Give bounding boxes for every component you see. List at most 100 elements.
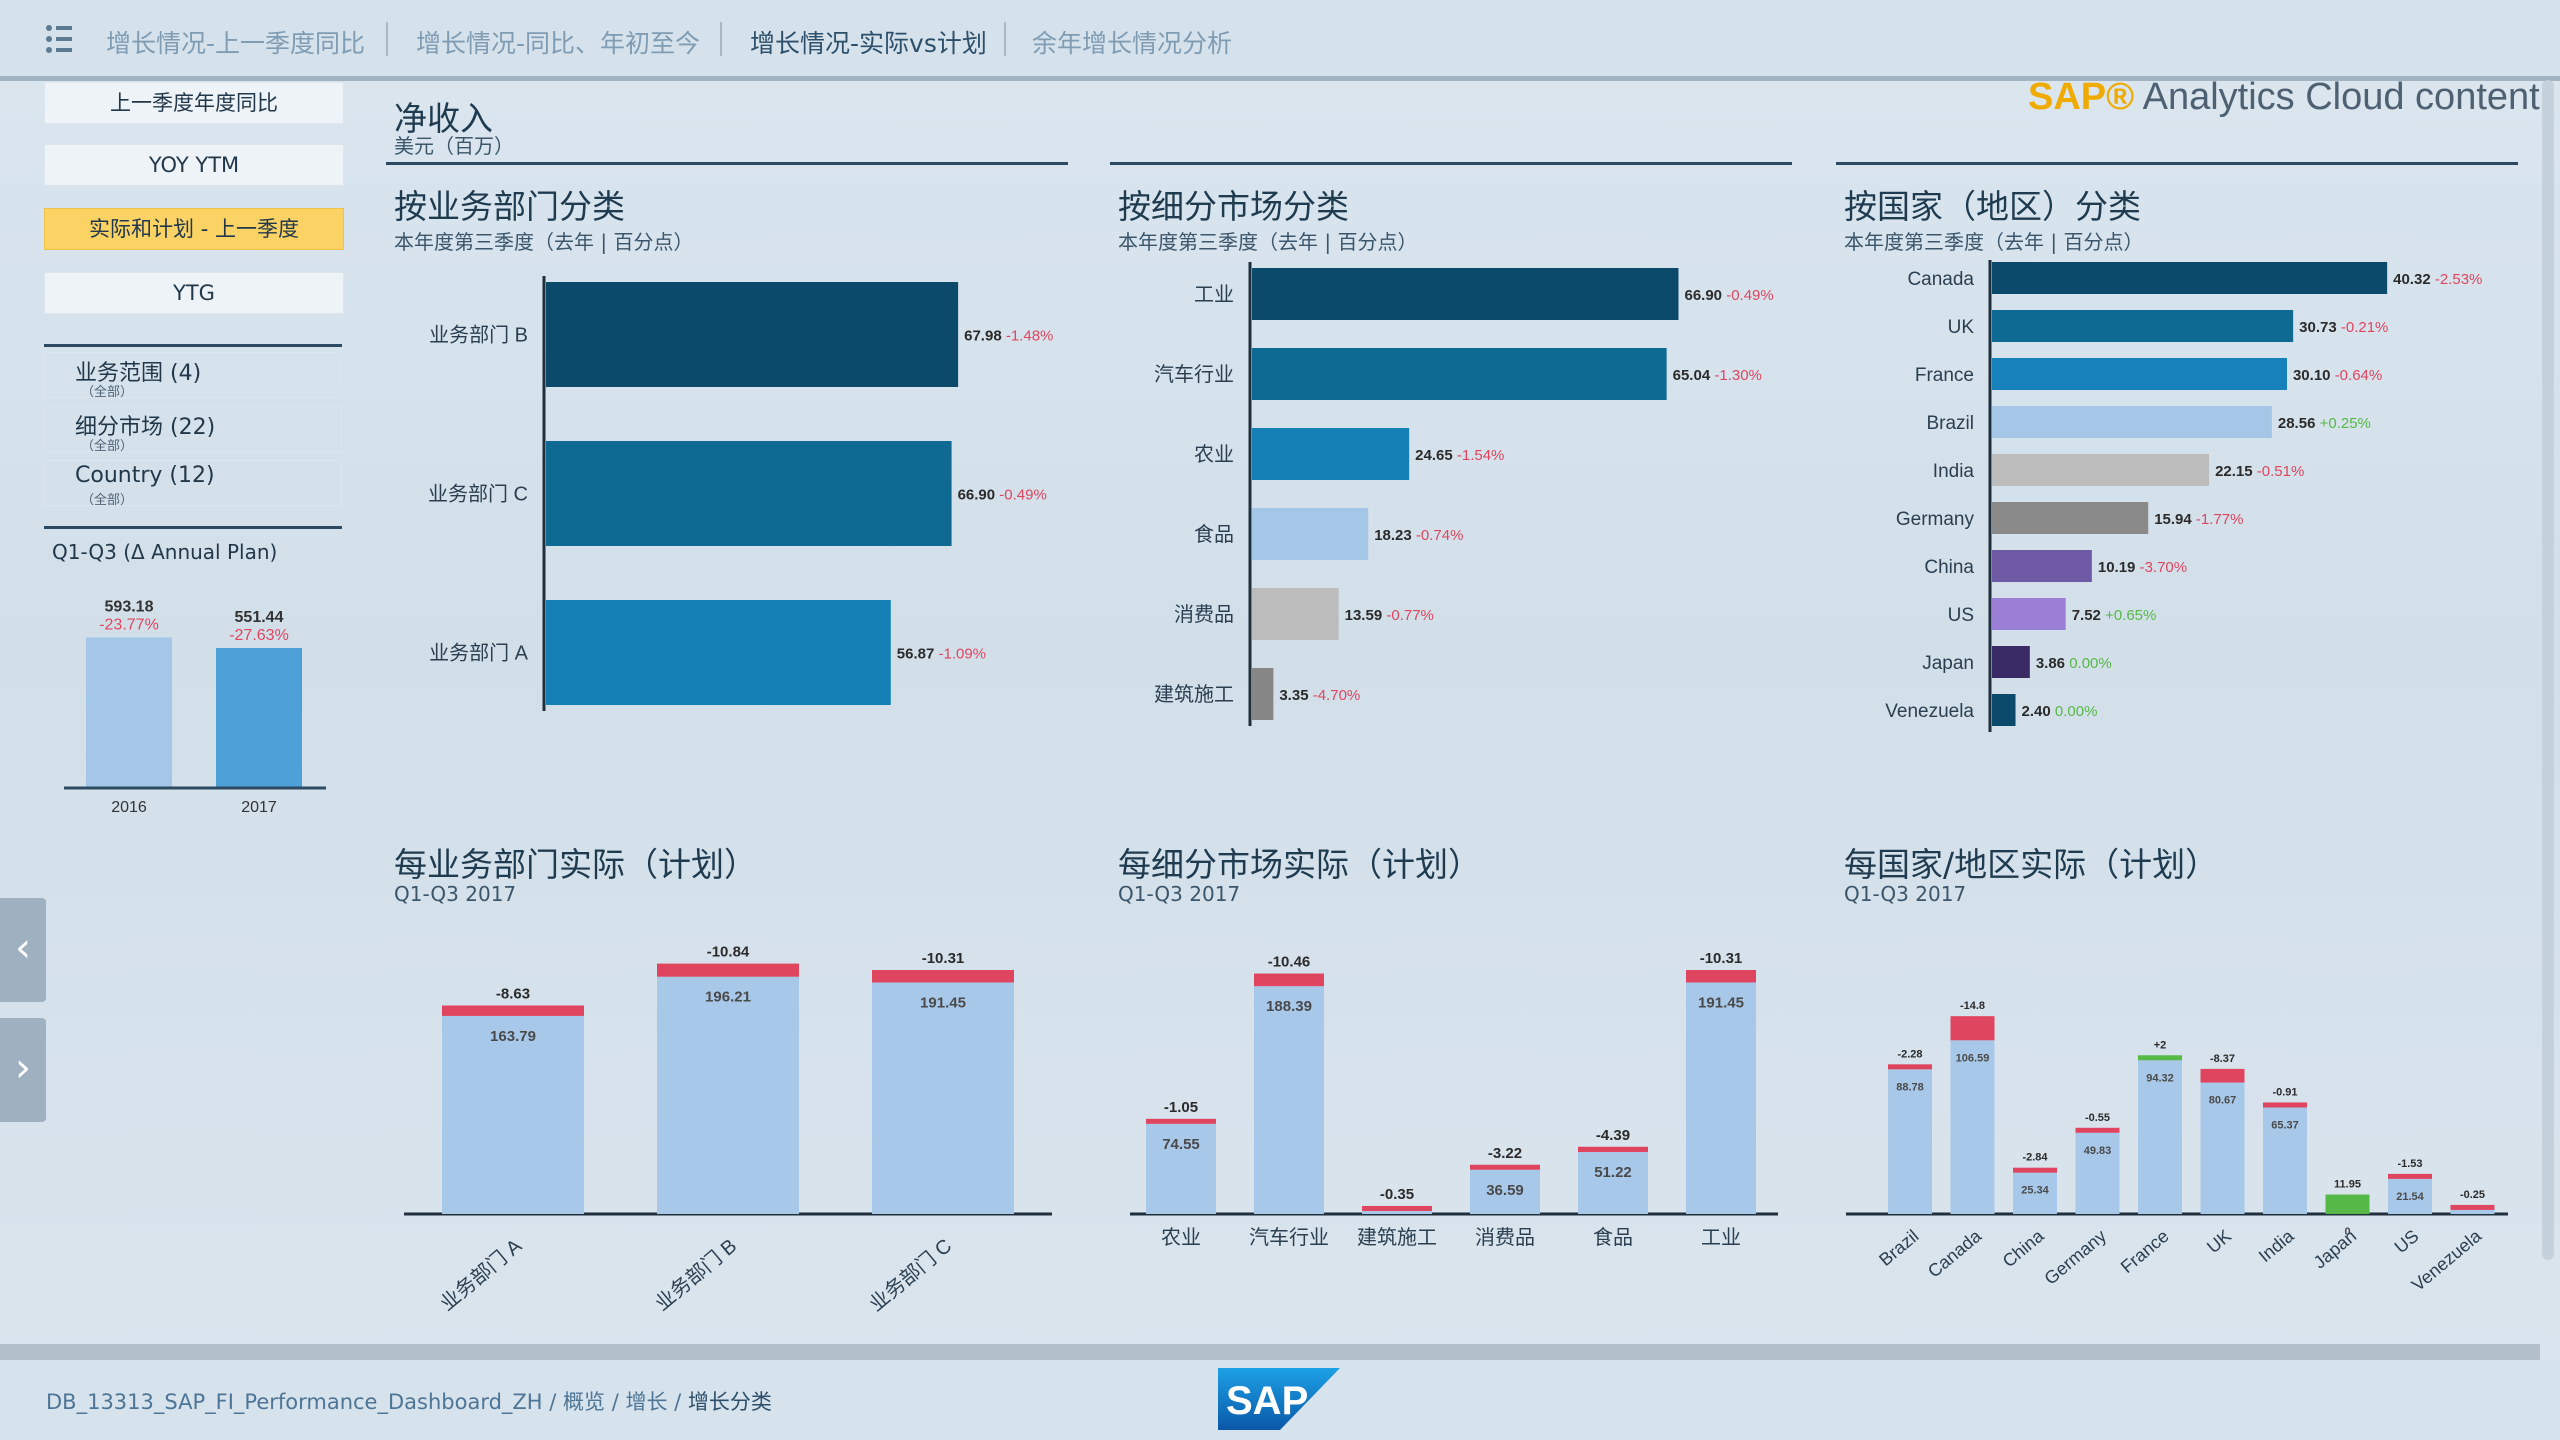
filter-segment[interactable]: 细分市场 (22) （全部）: [44, 406, 342, 454]
v-delta-bar: [2075, 1127, 2120, 1133]
v-value-label: 25.34: [2021, 1185, 2049, 1197]
chart-bu-actual-plan: -8.63 163.79 业务部门 A -10.84 196.21 业务部门 B -10.3…: [404, 944, 1052, 1316]
tab-growth-quarter[interactable]: 增长情况-上一季度同比: [106, 29, 366, 58]
v-value-label: 88.78: [1896, 1081, 1924, 1093]
v-delta-label: -10.46: [1268, 954, 1311, 971]
h-value-label: 15.94 -1.77%: [2154, 511, 2243, 528]
h-value-label: 40.32 -2.53%: [2393, 271, 2482, 288]
v-bar: [1254, 986, 1324, 1214]
h-category-label: Brazil: [1926, 413, 1974, 434]
chart-by-business: 业务部门 B 67.98 -1.48% 业务部门 C 66.90 -0.49% 业务部门…: [428, 276, 1053, 711]
v-delta-bar: [1686, 970, 1756, 983]
chart-subtitle-country: 本年度第三季度（去年 | 百分点）: [1844, 230, 2144, 254]
h-category-label: India: [1933, 461, 1975, 482]
chart-by-country: Canada 40.32 -2.53% UK 30.73 -0.21% France 30…: [1885, 260, 2482, 732]
h-category-label: 农业: [1194, 443, 1234, 466]
v-bar: [1362, 1210, 1432, 1214]
tab-growth-ytd[interactable]: 增长情况-同比、年初至今: [416, 29, 701, 58]
chart-by-market: 工业 66.90 -0.49% 汽车行业 65.04 -1.30% 农业 24.65 -1…: [1154, 262, 1774, 726]
mini-bar: [216, 648, 302, 788]
filter-label: 业务范围 (4): [75, 361, 202, 386]
mini-value-label: 551.44: [235, 609, 284, 626]
chevron-right-icon[interactable]: ›: [0, 1018, 46, 1122]
v-delta-label: 11.95: [2334, 1179, 2361, 1191]
v-delta-bar: [872, 970, 1014, 983]
chart-subtitle-bu-plan: Q1-Q3 2017: [394, 882, 517, 906]
v-delta-label: -0.55: [2085, 1112, 2110, 1124]
breadcrumb-item[interactable]: 增长: [625, 1390, 668, 1414]
vertical-scrollbar[interactable]: [2542, 80, 2554, 1260]
v-value-label: 36.59: [1486, 1182, 1524, 1199]
tab-growth-actual-vs-plan[interactable]: 增长情况-实际vs计划: [750, 29, 987, 58]
h-bar: [1992, 358, 2287, 390]
v-delta-label: -0.25: [2460, 1189, 2485, 1201]
h-category-label: Canada: [1907, 269, 1974, 290]
h-bar: [1992, 646, 2030, 678]
v-value-label: 106.59: [1956, 1052, 1990, 1064]
page-unit: 美元（百万）: [394, 134, 514, 158]
v-value-label: 49.83: [2084, 1145, 2112, 1157]
v-category-label: 农业: [1161, 1226, 1201, 1249]
h-category-label: 业务部门 A: [429, 642, 529, 665]
chart-country-actual-plan: -2.28 88.78 Brazil -14.8 106.59 Canada -2.84 25…: [1846, 1000, 2508, 1295]
filter-label: 细分市场 (22): [75, 415, 216, 440]
btn-ytg[interactable]: YTG: [44, 272, 344, 314]
v-bar: [1578, 1152, 1648, 1214]
menu-icon[interactable]: [44, 24, 74, 54]
h-value-label: 10.19 -3.70%: [2098, 559, 2187, 576]
filter-country[interactable]: Country (12) （全部）: [44, 460, 342, 508]
chart-title-country: 按国家（地区）分类: [1844, 187, 2141, 226]
h-category-label: France: [1915, 365, 1974, 386]
h-bar: [1992, 502, 2149, 534]
h-value-label: 7.52 +0.65%: [2072, 607, 2157, 624]
v-category-label: 工业: [1701, 1226, 1741, 1249]
chevron-left-icon[interactable]: ‹: [0, 898, 46, 1002]
v-delta-label: -14.8: [1960, 1000, 1985, 1012]
h-value-label: 56.87 -1.09%: [897, 646, 986, 663]
v-category-label: 业务部门 A: [436, 1234, 527, 1316]
chart-title-mk-plan: 每细分市场实际（计划）: [1118, 845, 1481, 884]
v-bar: [2263, 1107, 2307, 1214]
h-category-label: 消费品: [1174, 603, 1234, 626]
h-category-label: 建筑施工: [1154, 683, 1234, 706]
section-line: [1836, 162, 2518, 165]
h-value-label: 13.59 -0.77%: [1345, 607, 1434, 624]
h-category-label: 食品: [1194, 523, 1234, 546]
filter-sub: （全部）: [81, 493, 134, 508]
v-bar: [2013, 1172, 2057, 1214]
page-title: 净收入: [394, 99, 493, 138]
v-value-label: 80.67: [2209, 1095, 2237, 1107]
v-delta-bar: [1146, 1118, 1216, 1124]
v-bar: [1470, 1169, 1540, 1214]
v-value-label: 65.37: [2271, 1119, 2299, 1131]
v-value-label: 0: [2344, 1226, 2350, 1238]
breadcrumb-item[interactable]: DB_13313_SAP_FI_Performance_Dashboard_ZH: [46, 1390, 543, 1414]
tab-remaining-year[interactable]: 余年增长情况分析: [1032, 29, 1233, 58]
btn-quarter-yoy[interactable]: 上一季度年度同比: [44, 82, 344, 124]
v-category-label: UK: [2203, 1226, 2235, 1257]
chart-subtitle-mk-plan: Q1-Q3 2017: [1118, 882, 1241, 906]
mini-bar: [86, 637, 172, 788]
h-bar: [1252, 668, 1274, 720]
v-delta-bar: [2200, 1068, 2245, 1083]
horizontal-scrollbar[interactable]: [0, 1344, 2540, 1360]
chart-subtitle-business: 本年度第三季度（去年 | 百分点）: [394, 230, 694, 254]
section-line: [386, 162, 1068, 165]
v-category-label: Brazil: [1875, 1226, 1922, 1270]
btn-yoy-ytm[interactable]: YOY YTM: [44, 144, 344, 186]
breadcrumb-current: 增长分类: [687, 1390, 772, 1414]
h-bar: [546, 282, 959, 387]
chart-title-ct-plan: 每国家/地区实际（计划）: [1844, 845, 2219, 884]
v-value-label: 191.45: [920, 994, 966, 1011]
btn-actual-plan[interactable]: 实际和计划 - 上一季度: [44, 208, 344, 250]
v-bar: [1146, 1123, 1216, 1214]
v-delta-bar: [2013, 1167, 2057, 1173]
h-category-label: Japan: [1922, 653, 1974, 674]
h-value-label: 3.35 -4.70%: [1279, 687, 1360, 704]
v-category-label: India: [2255, 1225, 2299, 1266]
filter-business-area[interactable]: 业务范围 (4) （全部）: [44, 352, 342, 400]
h-category-label: 工业: [1194, 283, 1234, 306]
v-category-label: 业务部门 C: [865, 1234, 956, 1316]
breadcrumb-item[interactable]: 概览: [563, 1390, 606, 1414]
h-value-label: 22.15 -0.51%: [2215, 463, 2304, 480]
